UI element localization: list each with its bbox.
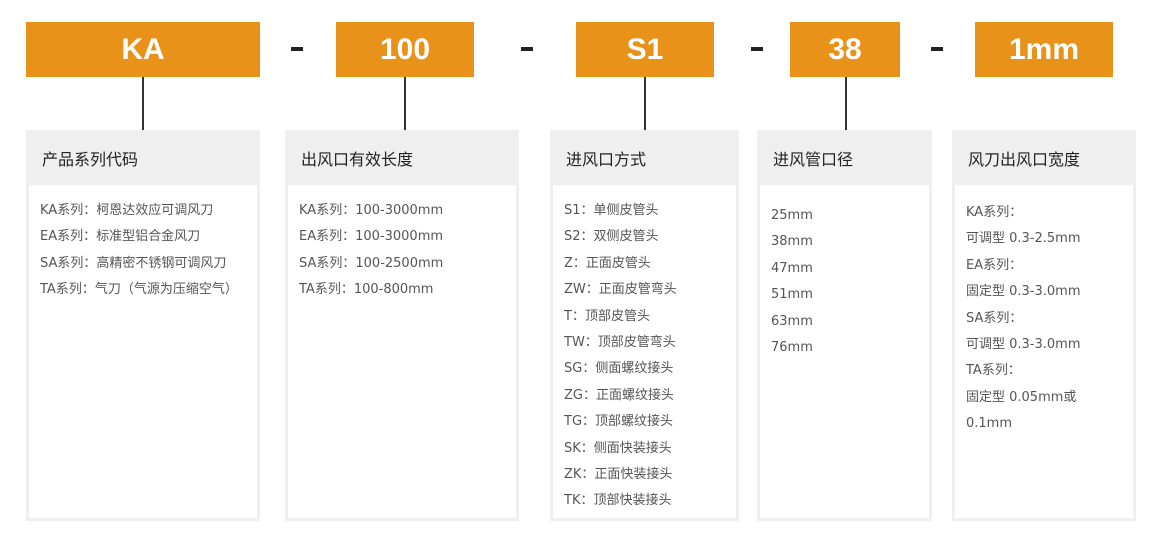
code-box-diameter: 38 — [790, 22, 900, 77]
card-length: 出风口有效长度 KA系列：100-3000mm EA系列：100-3000mm SA系… — [285, 130, 519, 521]
card-item: TK：顶部快装接头 — [564, 493, 672, 509]
card-body: KA系列： 可调型 0.3-2.5mm EA系列： 固定型 0.3-3.0mm SA系列… — [955, 185, 1133, 518]
card-item: TA系列：100-800mm — [299, 282, 434, 298]
card-diameter: 进风管口径 25mm 38mm 47mm 51mm 63mm 76mm — [757, 130, 932, 521]
code-box-gap: 1mm — [975, 22, 1113, 77]
card-title: 产品系列代码 — [42, 149, 139, 169]
card-item: KA系列：柯恩达效应可调风刀 — [40, 203, 214, 218]
card-inlet: 进风口方式 S1：单侧皮管头 S2：双侧皮管头 Z：正面皮管头 ZW：正面皮管弯头 T：顶… — [550, 130, 739, 521]
card-body: 25mm 38mm 47mm 51mm 63mm 76mm — [760, 185, 929, 518]
card-item: SG：侧面螺纹接头 — [564, 361, 674, 377]
card-item: TA系列： — [966, 363, 1021, 379]
card-item: TW：顶部皮管弯头 — [564, 335, 676, 351]
code-box-inlet: S1 — [576, 22, 714, 77]
card-item: 76mm — [771, 340, 813, 356]
card-item: EA系列：100-3000mm — [299, 229, 444, 245]
card-item: 固定型 0.05mm或 — [966, 389, 1077, 405]
code-box-series: KA — [26, 22, 260, 77]
separator-dash — [751, 47, 763, 51]
connector-line — [845, 77, 847, 130]
card-title: 风刀出风口宽度 — [968, 149, 1081, 169]
card-item: 25mm — [771, 208, 813, 223]
card-title: 进风管口径 — [773, 149, 854, 169]
card-item: TG：顶部螺纹接头 — [564, 414, 674, 430]
card-item: 可调型 0.3-3.0mm — [966, 337, 1081, 353]
connector-line — [644, 77, 646, 130]
card-item: SK：侧面快装接头 — [564, 440, 672, 456]
card-item: S1：单侧皮管头 — [564, 203, 659, 218]
card-item: EA系列：标准型铝合金风刀 — [40, 229, 201, 245]
card-item: 47mm — [771, 260, 813, 276]
card-item: Z：正面皮管头 — [564, 255, 651, 271]
card-item: TA系列：气刀（气源为压缩空气） — [40, 282, 238, 298]
card-item: 51mm — [771, 287, 813, 303]
card-title: 进风口方式 — [566, 149, 647, 169]
connector-line — [142, 77, 144, 130]
card-item: KA系列： — [966, 205, 1023, 220]
card-item: EA系列： — [966, 257, 1023, 273]
code-box-length: 100 — [336, 22, 474, 77]
card-item: KA系列：100-3000mm — [299, 203, 444, 218]
card-item: ZW：正面皮管弯头 — [564, 282, 677, 298]
card-item: SA系列：高精密不锈钢可调风刀 — [40, 255, 227, 271]
separator-dash — [521, 47, 533, 51]
card-item: SA系列： — [966, 310, 1023, 326]
card-body: KA系列：柯恩达效应可调风刀 EA系列：标准型铝合金风刀 SA系列：高精密不锈钢可调… — [29, 185, 257, 518]
card-gap: 风刀出风口宽度 KA系列： 可调型 0.3-2.5mm EA系列： 固定型 0.3-3.… — [952, 130, 1136, 521]
card-item: 38mm — [771, 234, 813, 250]
card-body: KA系列：100-3000mm EA系列：100-3000mm SA系列：100-2… — [288, 185, 516, 518]
card-item: 63mm — [771, 313, 813, 329]
card-item: 0.1mm — [966, 416, 1013, 432]
card-body: S1：单侧皮管头 S2：双侧皮管头 Z：正面皮管头 ZW：正面皮管弯头 T：顶部皮管头 T… — [553, 185, 736, 518]
card-item: T：顶部皮管头 — [564, 308, 650, 324]
card-item: 固定型 0.3-3.0mm — [966, 284, 1081, 300]
card-item: SA系列：100-2500mm — [299, 255, 444, 271]
connector-line — [404, 77, 406, 130]
card-series: 产品系列代码 KA系列：柯恩达效应可调风刀 EA系列：标准型铝合金风刀 SA系列：高精… — [26, 130, 260, 521]
card-item: ZG：正面螺纹接头 — [564, 387, 674, 403]
card-item: 可调型 0.3-2.5mm — [966, 231, 1081, 247]
separator-dash — [931, 47, 943, 51]
card-title: 出风口有效长度 — [301, 149, 414, 169]
card-item: ZK：正面快装接头 — [564, 467, 673, 483]
separator-dash — [291, 47, 303, 51]
card-item: S2：双侧皮管头 — [564, 229, 659, 245]
